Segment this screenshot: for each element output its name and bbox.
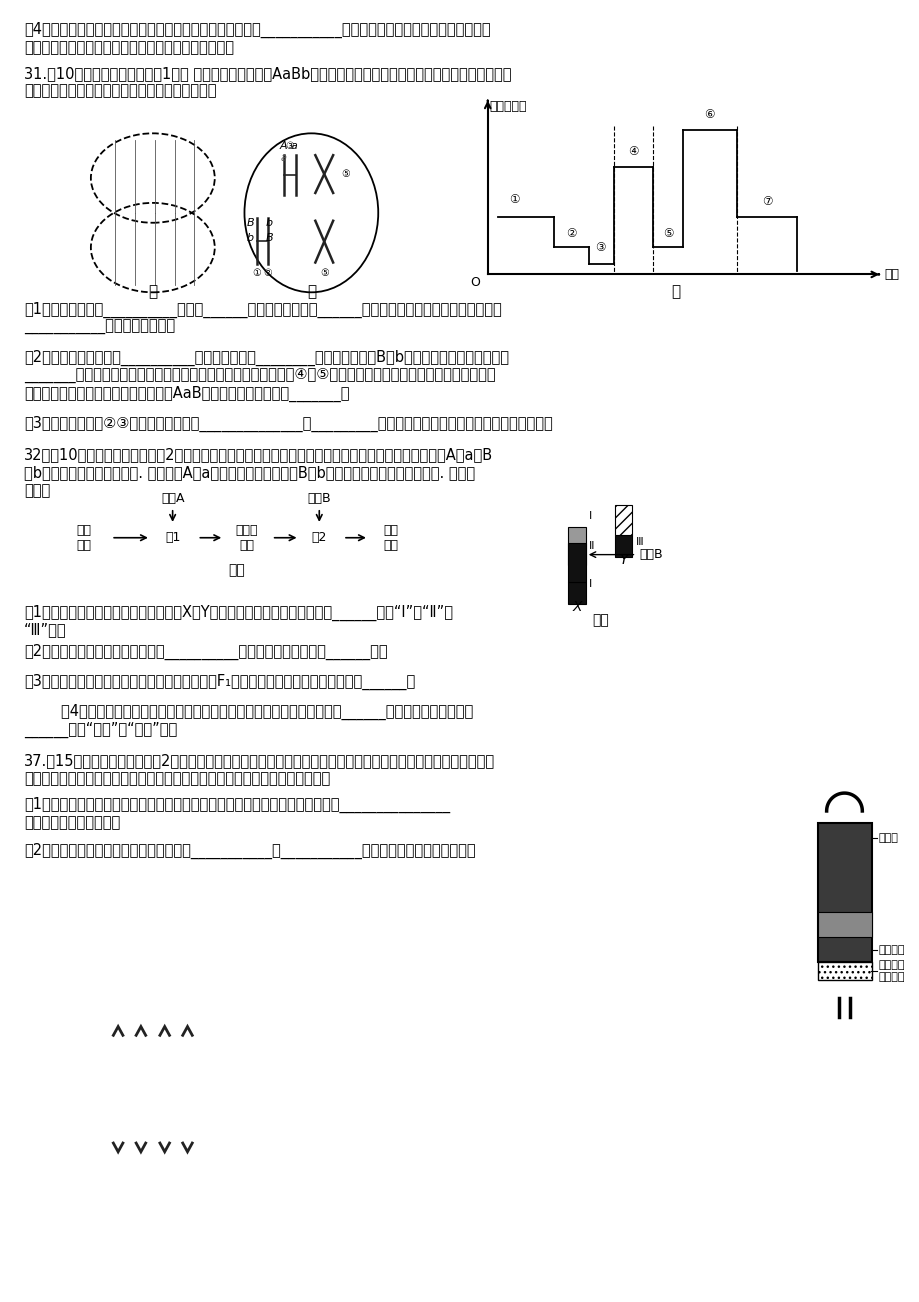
Text: 四个子细胞，其中一个极体的基因型为AaB，则卵细胞的基因型为_______。: 四个子细胞，其中一个极体的基因型为AaB，则卵细胞的基因型为_______。	[24, 385, 349, 402]
Text: ③: ③	[595, 241, 606, 254]
Text: 发展，酶制剂的广泛应用给社会带来了较大的经济效益。请回答下列有关问题：: 发展，酶制剂的广泛应用给社会带来了较大的经济效益。请回答下列有关问题：	[24, 771, 330, 786]
Text: （4）干旱条件下，很多植物光合作用速率降低，主要原因是___________。人工光合作用系统由于对环境中水的: （4）干旱条件下，很多植物光合作用速率降低，主要原因是___________。人…	[24, 22, 490, 38]
Text: 丙: 丙	[671, 284, 680, 299]
Text: 染色体数量: 染色体数量	[489, 100, 527, 113]
Text: 基因A: 基因A	[161, 492, 184, 505]
Text: ⑦: ⑦	[761, 195, 772, 208]
Text: ④: ④	[628, 146, 638, 159]
Text: （3）图丙曲线中，②③阶段形成的原因是______________；_________阶段（填编号）的细胞内不存在同源染色体。: （3）图丙曲线中，②③阶段形成的原因是______________；______…	[24, 415, 552, 432]
Text: 31.（10分，除特别标注外每空1分） 图甲、乙是基因型为AaBb的雌性动物体内细胞的分裂示意图，图丙表示该动物: 31.（10分，除特别标注外每空1分） 图甲、乙是基因型为AaBb的雌性动物体内…	[24, 66, 511, 81]
Text: 甲: 甲	[148, 284, 157, 299]
Text: （2）加酶洗衣粉中的酶通常包括蛋白酶、___________和___________。这些酶通常是用特殊的化学: （2）加酶洗衣粉中的酶通常包括蛋白酶、___________和_________…	[24, 842, 475, 859]
Bar	[817, 823, 871, 962]
Text: ⑥: ⑥	[704, 108, 714, 121]
Text: ⑤: ⑤	[662, 227, 673, 240]
Text: 乙: 乙	[306, 284, 315, 299]
Text: ⑤: ⑤	[341, 169, 349, 180]
Text: 酶2: 酶2	[312, 531, 326, 544]
Text: a: a	[280, 154, 287, 163]
Bar	[614, 535, 631, 557]
Text: 图甲: 图甲	[229, 564, 245, 578]
Text: （2）图乙细胞的名称为__________，此细胞中含有________个四分体，基因B与b的分离发生在图丙曲线中的: （2）图乙细胞的名称为__________，此细胞中含有________个四分体…	[24, 350, 508, 366]
Text: ___________阶段（填编号）。: ___________阶段（填编号）。	[24, 320, 175, 335]
Bar	[567, 543, 585, 582]
Text: 白色
色素: 白色 色素	[76, 523, 91, 552]
Text: （2）开金黄色花的雄株的基因型有__________，绿花植株的基因型有______种。: （2）开金黄色花的雄株的基因型有__________，绿花植株的基因型有____…	[24, 644, 387, 660]
Text: b: b	[246, 233, 254, 242]
Text: b: b	[266, 217, 273, 228]
Text: ①: ①	[509, 193, 519, 206]
Text: O: O	[470, 276, 480, 289]
Text: Y: Y	[618, 552, 627, 566]
Text: 依赖程度较低，在沙漠等缺水地区有广阔的应用前景。: 依赖程度较低，在沙漠等缺水地区有广阔的应用前景。	[24, 40, 233, 55]
Text: （1）在制作果汁过程中，加入适量的果胶酶可将不溶于水的果胶分解成可溶性的_______________: （1）在制作果汁过程中，加入适量的果胶酶可将不溶于水的果胶分解成可溶性的____…	[24, 797, 449, 814]
Text: a: a	[289, 141, 297, 151]
Text: Ⅰ: Ⅰ	[588, 510, 592, 521]
Text: （3）某一白花雌株与一开金黄色花雄株杂交所得F₁都开绿花，则白花雌株的基因型是______。: （3）某一白花雌株与一开金黄色花雄株杂交所得F₁都开绿花，则白花雌株的基因型是_…	[24, 674, 414, 690]
Text: B: B	[266, 233, 273, 242]
Text: B: B	[246, 217, 254, 228]
Text: 基因B: 基因B	[307, 492, 331, 505]
Text: 基因B: 基因B	[639, 548, 663, 561]
Bar	[817, 962, 871, 980]
Text: 金黄色
色素: 金黄色 色素	[235, 523, 258, 552]
Text: Ⅲ: Ⅲ	[635, 536, 642, 547]
Text: 和b共同控制（如图甲所示）. 其中基因A和a位于常染色体上，基因B和b在性染色体上（如图乙所示）. 请据图: 和b共同控制（如图甲所示）. 其中基因A和a位于常染色体上，基因B和b在性染色体…	[24, 465, 474, 480]
Text: ______（填“杂交”或“测交”）。: ______（填“杂交”或“测交”）。	[24, 721, 177, 738]
Text: ②: ②	[263, 268, 272, 279]
Text: ①: ①	[252, 268, 261, 279]
Text: （4）要确定某一开绿花的雌性植株的基因型，可采用的最简捷方案是用______个体（写基因型）与其: （4）要确定某一开绿花的雌性植株的基因型，可采用的最简捷方案是用______个体…	[24, 703, 472, 720]
Bar	[567, 582, 585, 604]
Text: （1）据图乙可知，在减数分裂过程中，X与Y染色体能发生交叉互换的区段是______（填“Ⅰ”、“Ⅱ”或: （1）据图乙可知，在减数分裂过程中，X与Y染色体能发生交叉互换的区段是_____…	[24, 604, 452, 621]
Text: ⑤: ⑤	[320, 268, 328, 279]
Text: 使浑浊的果汁变得澄清。: 使浑浊的果汁变得澄清。	[24, 815, 120, 829]
Text: 固定化酶: 固定化酶	[878, 945, 903, 956]
Text: X: X	[572, 600, 581, 615]
Text: 反应柱: 反应柱	[878, 833, 897, 842]
Text: A: A	[279, 141, 287, 151]
Text: 32、（10分，除特别标注外每空2分）女娄菜是一种雌雄异株的二倍体植物，其花色遗传由两对等位基因A和a、B: 32、（10分，除特别标注外每空2分）女娄菜是一种雌雄异株的二倍体植物，其花色遗…	[24, 448, 493, 462]
Bar	[817, 913, 871, 937]
Text: 37.（15分，除特别标注外每空2分）酶是细胞合成的生物催化剂，几乎所有的生命活动都离不开酶。随着生物技术的: 37.（15分，除特别标注外每空2分）酶是细胞合成的生物催化剂，几乎所有的生命活…	[24, 754, 494, 768]
Bar	[567, 527, 585, 565]
Text: 回答：: 回答：	[24, 483, 51, 499]
Text: 时间: 时间	[883, 268, 898, 281]
Text: 图乙: 图乙	[592, 613, 608, 628]
Text: （1）图甲细胞处于__________分裂的______期，此细胞中含有______个染色体组，它发生在图丙曲线中的: （1）图甲细胞处于__________分裂的______期，此细胞中含有____…	[24, 302, 501, 319]
Text: 酶1: 酶1	[165, 531, 180, 544]
Text: “Ⅲ”）。: “Ⅲ”）。	[24, 622, 66, 637]
Text: 绿色
色素: 绿色 色素	[382, 523, 398, 552]
Bar	[614, 505, 631, 535]
Text: Ⅰ: Ⅰ	[588, 579, 592, 590]
Text: Ⅱ: Ⅱ	[588, 540, 594, 551]
Text: 细胞分裂时期染色体数量变化曲线，请据图回答：: 细胞分裂时期染色体数量变化曲线，请据图回答：	[24, 83, 216, 99]
Text: ②: ②	[565, 227, 575, 240]
Text: 分布着小
孔的隔板: 分布着小 孔的隔板	[878, 960, 903, 982]
Text: ③: ③	[285, 141, 293, 151]
Text: _______阶段（填编号）。若图乙细胞在进行减数第一次分裂时，④和⑤没有分离。减数第二次分裂正常最终形成了: _______阶段（填编号）。若图乙细胞在进行减数第一次分裂时，④和⑤没有分离。…	[24, 368, 495, 383]
